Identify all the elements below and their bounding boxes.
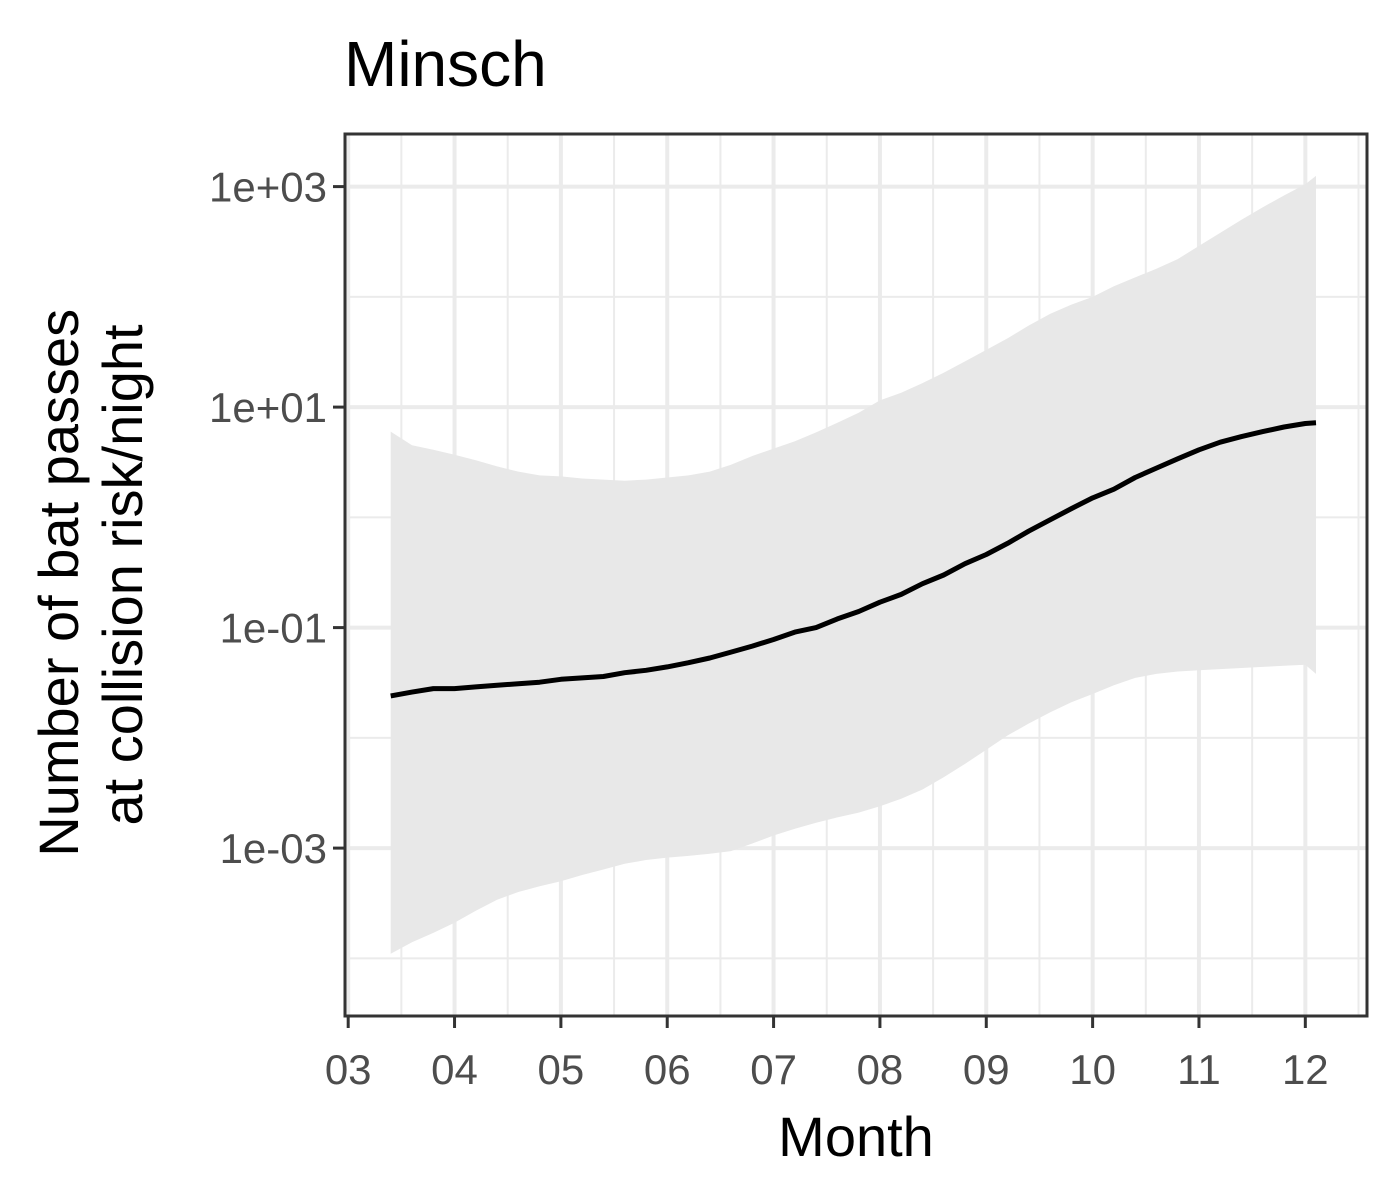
confidence-ribbon [390,175,1316,954]
x-axis: 03 04 05 06 07 08 09 10 11 12 [325,1016,1329,1093]
x-tick-label: 06 [644,1046,691,1093]
y-axis-title: Number of bat passes at collision risk/n… [27,293,154,856]
y-tick-label: 1e-01 [220,605,327,652]
plot-panel [343,132,1369,1018]
x-tick-label: 08 [857,1046,904,1093]
y-tick-label: 1e+01 [209,384,327,431]
y-axis-title-line-1: Number of bat passes [27,309,90,857]
x-tick-label: 03 [325,1046,372,1093]
panel-border [343,132,1369,1018]
x-tick-label: 05 [538,1046,585,1093]
y-axis: 1e-03 1e-01 1e+01 1e+03 [209,164,345,872]
x-tick-label: 09 [963,1046,1010,1093]
x-tick-label: 04 [431,1046,478,1093]
x-tick-label: 12 [1282,1046,1329,1093]
chart-title: Minsch [344,28,547,100]
x-tick-label: 07 [750,1046,797,1093]
trend-line [390,420,1317,699]
x-tick-label: 11 [1177,1046,1221,1093]
x-tick-label: 10 [1069,1046,1116,1093]
y-tick-label: 1e+03 [209,164,327,211]
x-axis-title: Month [778,1105,934,1168]
y-axis-title-line-2: at collision risk/night [91,324,154,826]
y-tick-label: 1e-03 [220,825,327,872]
